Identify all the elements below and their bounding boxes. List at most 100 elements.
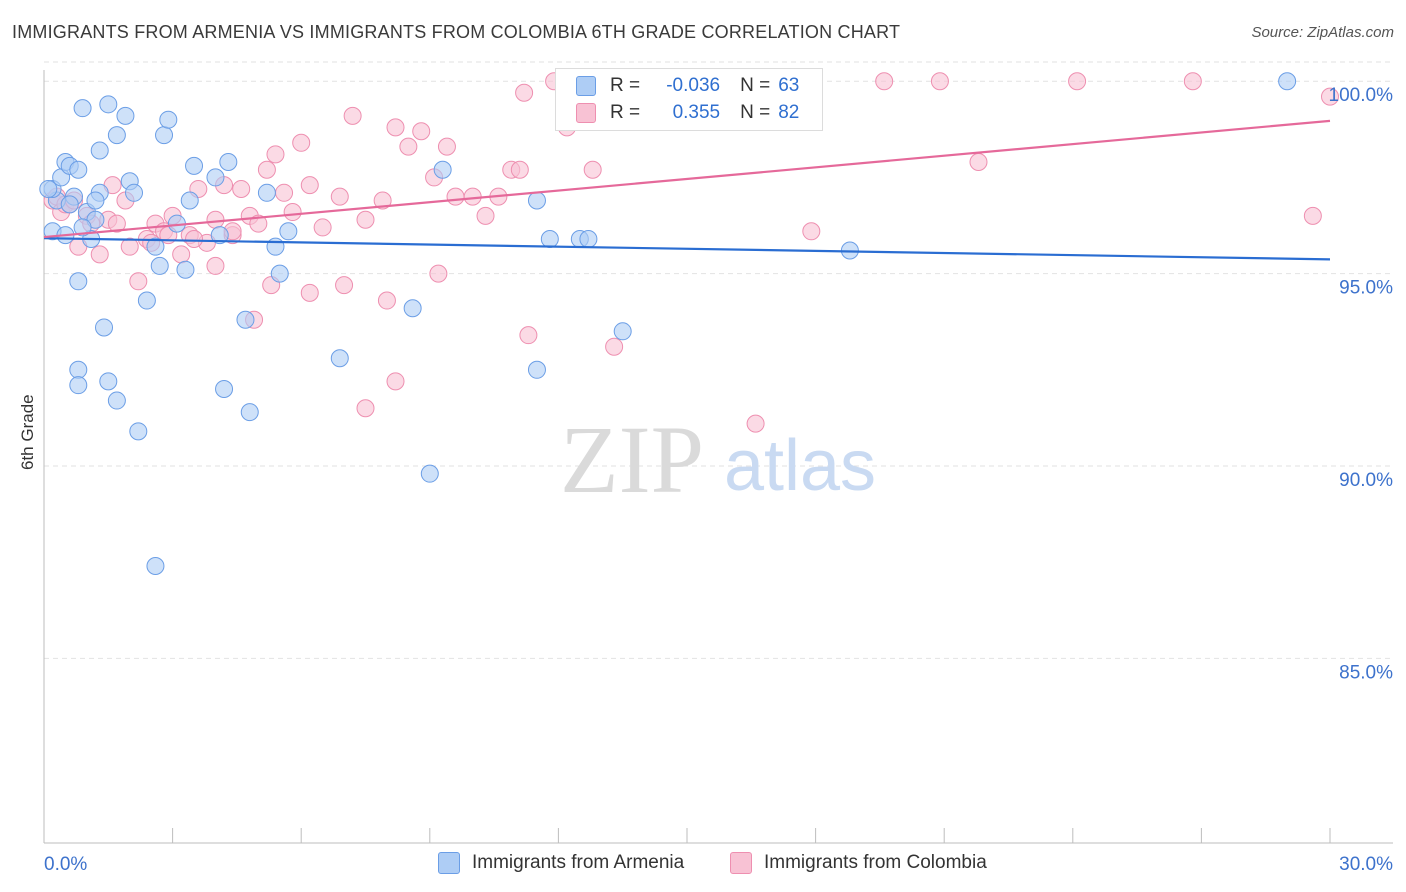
source-label: Source: ZipAtlas.com: [1251, 24, 1394, 41]
colombia-point: [292, 133, 311, 152]
colombia-point: [605, 337, 624, 356]
armenia-point: [176, 260, 195, 279]
y-tick-label: 100.0%: [1329, 85, 1394, 106]
colombia-point: [107, 214, 126, 233]
legend-colombia-swatch: [730, 852, 752, 874]
armenia-point: [330, 349, 349, 368]
armenia-point: [420, 464, 439, 483]
armenia-point: [433, 160, 452, 179]
armenia-trend-line: [43, 237, 1331, 261]
armenia-point: [107, 126, 126, 145]
armenia-point: [95, 318, 114, 337]
armenia-point: [116, 106, 135, 125]
armenia-point: [107, 391, 126, 410]
armenia-point: [579, 229, 598, 248]
colombia-point: [746, 414, 765, 433]
gridlines: [44, 61, 1393, 659]
armenia-point: [540, 229, 559, 248]
armenia-point: [137, 291, 156, 310]
armenia-point: [206, 168, 225, 187]
armenia-point: [69, 160, 88, 179]
armenia-point: [146, 556, 165, 575]
colombia-point: [343, 106, 362, 125]
armenia-point: [185, 156, 204, 175]
armenia-point: [150, 256, 169, 275]
colombia-n-value: 82: [778, 102, 800, 123]
colombia-point: [185, 229, 204, 248]
legend-item-colombia: Immigrants from Colombia: [730, 852, 987, 874]
colombia-point: [300, 176, 319, 195]
x-tick-label-min: 0.0%: [44, 854, 87, 875]
colombia-point: [969, 153, 988, 172]
colombia-point: [330, 187, 349, 206]
armenia-point: [236, 310, 255, 329]
armenia-n-value: 63: [778, 75, 800, 96]
armenia-point: [39, 179, 58, 198]
armenia-point: [219, 153, 238, 172]
colombia-point: [373, 191, 392, 210]
armenia-n-label: N =: [740, 75, 771, 96]
colombia-point: [515, 83, 534, 102]
armenia-point: [60, 195, 79, 214]
colombia-r-value: 0.355: [672, 102, 721, 123]
legend-armenia-label: Immigrants from Armenia: [472, 852, 685, 873]
colombia-point: [356, 399, 375, 418]
colombia-point: [335, 276, 354, 295]
armenia-point: [180, 191, 199, 210]
armenia-point: [155, 126, 174, 145]
y-tick-label: 95.0%: [1339, 278, 1393, 299]
colombia-point: [386, 118, 405, 137]
watermark-atlas: atlas: [724, 426, 876, 506]
armenia-point: [210, 226, 229, 245]
armenia-point: [90, 141, 109, 160]
colombia-point: [377, 291, 396, 310]
colombia-point: [1068, 72, 1087, 91]
colombia-point: [583, 160, 602, 179]
armenia-point: [613, 322, 632, 341]
colombia-point: [446, 187, 465, 206]
armenia-point: [129, 422, 148, 441]
colombia-trend-line: [43, 119, 1331, 239]
colombia-point: [283, 203, 302, 222]
armenia-point: [270, 264, 289, 283]
colombia-point: [463, 187, 482, 206]
colombia-point: [300, 283, 319, 302]
colombia-point: [476, 206, 495, 225]
colombia-point: [249, 214, 268, 233]
colombia-point: [519, 326, 538, 345]
series-legend: Immigrants from Armenia Immigrants from …: [0, 852, 1406, 878]
armenia-point: [403, 299, 422, 318]
armenia-point: [527, 191, 546, 210]
colombia-point: [930, 72, 949, 91]
armenia-point: [73, 99, 92, 118]
colombia-point: [90, 245, 109, 264]
armenia-point: [99, 372, 118, 391]
colombia-point: [266, 145, 285, 164]
y-tick-label: 85.0%: [1339, 662, 1393, 683]
colombia-point: [172, 245, 191, 264]
colombia-point: [399, 137, 418, 156]
armenia-point: [240, 403, 259, 422]
colombia-point: [313, 218, 332, 237]
colombia-swatch: [576, 103, 596, 123]
legend-row-armenia: R = -0.036 N = 63: [576, 74, 799, 98]
legend-item-armenia: Immigrants from Armenia: [438, 852, 684, 874]
colombia-point: [802, 222, 821, 241]
colombia-point: [429, 264, 448, 283]
chart-title: IMMIGRANTS FROM ARMENIA VS IMMIGRANTS FR…: [12, 22, 901, 42]
armenia-point: [69, 376, 88, 395]
colombia-point: [875, 72, 894, 91]
watermark-zip: ZIP: [560, 406, 704, 513]
colombia-point: [412, 122, 431, 141]
colombia-point: [129, 272, 148, 291]
armenia-point: [266, 237, 285, 256]
armenia-point: [257, 183, 276, 202]
colombia-r-label: R =: [610, 102, 641, 123]
stats-legend: R = -0.036 N = 63 R = 0.355 N = 82: [555, 68, 823, 131]
armenia-point: [86, 191, 105, 210]
legend-row-colombia: R = 0.355 N = 82: [576, 101, 799, 125]
armenia-point: [159, 110, 178, 129]
armenia-point: [146, 237, 165, 256]
legend-colombia-label: Immigrants from Colombia: [764, 852, 987, 873]
